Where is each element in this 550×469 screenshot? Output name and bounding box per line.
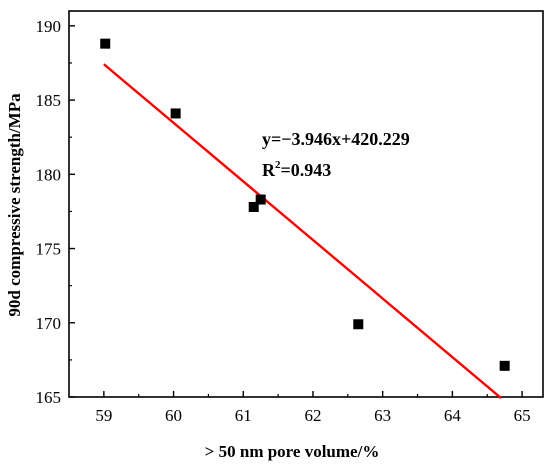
data-point-square (100, 38, 111, 49)
y-tick-label: 185 (36, 91, 62, 110)
equation-annotation: y=−3.946x+420.229 (262, 129, 410, 149)
plot-frame-rect (68, 10, 544, 398)
data-points (100, 38, 510, 371)
data-point-square (499, 360, 510, 371)
y-tick-label: 190 (36, 17, 62, 36)
data-point-square (248, 201, 259, 212)
regression-line (103, 63, 502, 400)
x-tick-label: 64 (444, 406, 462, 425)
x-tick-label: 59 (95, 406, 112, 425)
y-tick-label: 180 (36, 165, 62, 184)
r-squared-base: R (262, 160, 276, 180)
x-tick-label: 62 (304, 406, 321, 425)
fit-line-group (103, 63, 502, 400)
r-squared-superscript: 2 (275, 159, 281, 171)
x-axis-ticks: 59 60 61 62 63 64 65 (95, 391, 531, 425)
plot-frame (68, 10, 544, 398)
data-point-square (255, 194, 266, 205)
x-tick-label: 63 (374, 406, 391, 425)
data-point-square (170, 108, 181, 119)
data-point-square (353, 319, 364, 330)
y-tick-label: 170 (36, 314, 62, 333)
r-squared-annotation: R2=0.943 (262, 159, 331, 180)
x-tick-label: 65 (514, 406, 531, 425)
y-tick-label: 175 (36, 240, 62, 259)
y-tick-label: 165 (36, 388, 62, 407)
x-axis-label: > 50 nm pore volume/% (205, 442, 380, 461)
y-axis-label: 90d compressive strength/MPa (5, 93, 24, 317)
x-tick-label: 61 (235, 406, 252, 425)
r-squared-value: =0.943 (281, 160, 332, 180)
y-axis-ticks: 165 170 175 180 185 190 (36, 17, 75, 407)
x-tick-label: 60 (165, 406, 182, 425)
